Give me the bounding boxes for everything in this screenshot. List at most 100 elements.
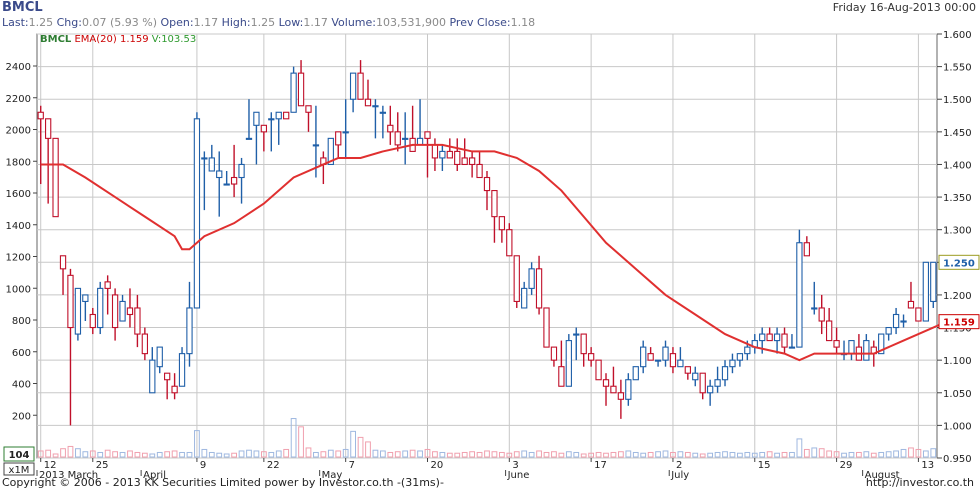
candle-body	[513, 255, 520, 302]
candle-body	[439, 150, 446, 159]
candle-body	[74, 287, 82, 335]
volume-bar	[342, 448, 349, 458]
volume-bar	[216, 452, 223, 458]
volume-bar	[313, 451, 319, 458]
candle-body	[268, 118, 275, 121]
ema-line	[40, 143, 949, 362]
candle-body	[744, 346, 751, 355]
candle-body	[587, 353, 595, 361]
candle-body	[729, 359, 736, 368]
x-axis-tick-label: 29	[840, 460, 853, 471]
month-label: April	[143, 470, 166, 481]
volume-bar	[290, 418, 297, 458]
volume-bar	[684, 451, 691, 458]
left-axis-tick-label: 400	[12, 380, 31, 391]
candle-body	[342, 131, 349, 134]
candle-body	[721, 366, 729, 381]
candle-body	[528, 268, 535, 289]
volume-bar	[692, 452, 699, 458]
volume-bar	[402, 450, 409, 458]
volume-bar	[699, 453, 706, 458]
legend-volume: V:103.53	[151, 34, 197, 45]
site-link[interactable]: http://investor.co.th	[865, 476, 974, 489]
volume-value-box	[3, 446, 35, 462]
volume-bar	[394, 451, 401, 458]
candle-body	[915, 307, 922, 322]
candle-body	[253, 111, 260, 126]
candle-body	[134, 307, 141, 335]
volume-bar	[498, 451, 505, 458]
volume-bar	[112, 451, 118, 458]
volume-bar	[714, 451, 721, 458]
legend-ema: EMA(20) 1.159	[74, 34, 149, 45]
candle-body	[625, 379, 632, 400]
candle-body	[930, 261, 937, 302]
open-label: Open:	[160, 16, 194, 29]
chg-value: 0.07 (5.93 %)	[81, 16, 157, 29]
volume-bar	[915, 448, 922, 458]
candle-body	[788, 346, 796, 349]
candle-body	[230, 176, 238, 185]
volume-bar	[194, 430, 200, 458]
volume-bar	[238, 450, 245, 458]
candle-body	[208, 157, 215, 172]
candle-body	[647, 353, 654, 361]
last-price-box	[938, 254, 980, 270]
volume-bar	[774, 452, 780, 458]
right-axis-tick-label: 1.600	[943, 30, 972, 41]
candle-body	[379, 111, 387, 114]
right-axis-tick-label: 1.100	[943, 356, 972, 367]
candle-body	[632, 366, 639, 381]
x-axis-tick-label: 22	[267, 460, 280, 471]
x-axis-tick-label: 9	[200, 460, 206, 471]
volume-bar	[75, 448, 81, 458]
volume-bar	[908, 447, 914, 458]
right-axis-tick-label: 1.000	[943, 421, 972, 432]
volume-bar	[141, 452, 148, 458]
volume-bar	[818, 448, 825, 458]
volume-bar	[268, 451, 275, 458]
volume-bar	[179, 451, 185, 458]
volume-bar	[149, 453, 156, 458]
volume-bar	[298, 426, 304, 458]
candle-body	[573, 333, 580, 336]
volume-bar	[863, 451, 870, 458]
right-axis-tick-label: 1.050	[943, 389, 972, 400]
volume-bar	[275, 450, 282, 458]
candle-body	[104, 281, 111, 289]
high-value: 1.25	[250, 16, 276, 29]
candle-body	[45, 118, 52, 139]
x-axis-tick-label: 3	[512, 460, 518, 471]
volume-bar	[231, 452, 237, 458]
candle-body	[223, 183, 230, 186]
volume-bar	[618, 451, 624, 458]
chg-label: Chg:	[56, 16, 82, 29]
month-label: May	[322, 470, 343, 481]
x-axis-tick-label: 12	[44, 460, 57, 471]
volume-bar	[640, 452, 647, 458]
volume-bar	[335, 450, 342, 458]
volume-bar	[803, 448, 810, 458]
volume-bar	[811, 447, 818, 458]
copyright-text: Copyright © 2006 - 2013 KK Securities Li…	[2, 476, 444, 489]
volume-bar	[595, 451, 602, 458]
candle-body	[59, 255, 67, 270]
volume-bar	[766, 451, 773, 458]
candle-body	[82, 294, 89, 302]
volume-bar	[632, 451, 639, 458]
left-axis-tick-label: 2200	[6, 94, 31, 105]
volume-bar	[848, 451, 855, 458]
volume-bar	[327, 449, 334, 458]
right-axis-tick-label: 1.300	[943, 226, 972, 237]
candle-body	[706, 385, 714, 394]
x-axis-tick-label: 13	[921, 460, 934, 471]
volume-bar	[60, 448, 66, 458]
volume-bar	[491, 451, 498, 458]
volume-bar	[878, 451, 885, 458]
candle-body	[558, 366, 565, 387]
month-label: 2013 March	[39, 470, 98, 481]
volume-bar	[223, 453, 230, 458]
candle-body	[149, 359, 156, 394]
candle-body	[543, 307, 550, 348]
